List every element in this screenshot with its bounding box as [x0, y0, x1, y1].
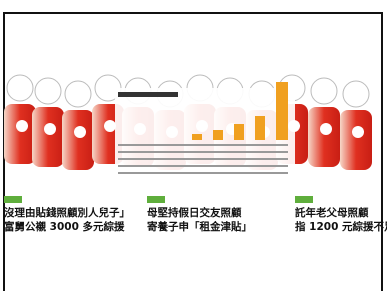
head: [65, 81, 91, 107]
section-tag: [147, 196, 165, 203]
story-headline: 託年老父母照顧指 1200 元綜援不足: [295, 196, 387, 234]
headline-line: 母堅持假日交友照顧: [147, 206, 252, 220]
headline-line: 寄養子申「租金津貼」: [147, 220, 252, 234]
story-headline: 母堅持假日交友照顧寄養子申「租金津貼」: [147, 196, 252, 234]
head: [343, 81, 369, 107]
head: [35, 78, 61, 104]
body: [340, 110, 372, 170]
page: {"stories": [ {"lines": ["沒理由貼錢照顧別人兒子」",…: [0, 0, 387, 293]
info-table: [115, 82, 295, 176]
head: [7, 75, 33, 101]
body: [4, 104, 36, 164]
body: [308, 107, 340, 167]
story-headline: 沒理由貼錢照顧別人兒子」富舅公襯 3000 多元綜援: [4, 196, 130, 234]
bauhinia: [104, 120, 116, 132]
illustration: [0, 60, 387, 195]
head: [311, 78, 337, 104]
headline-line: 富舅公襯 3000 多元綜援: [4, 220, 130, 234]
bauhinia: [320, 123, 332, 135]
body: [32, 107, 64, 167]
section-tag: [4, 196, 22, 203]
section-tag: [295, 196, 313, 203]
headline-line: 指 1200 元綜援不足: [295, 220, 387, 234]
bauhinia: [44, 123, 56, 135]
body: [62, 110, 94, 170]
bauhinia: [74, 126, 86, 138]
bauhinia: [16, 120, 28, 132]
headline-line: 託年老父母照顧: [295, 206, 387, 220]
headline-line: 沒理由貼錢照顧別人兒子」: [4, 206, 130, 220]
bauhinia: [352, 126, 364, 138]
